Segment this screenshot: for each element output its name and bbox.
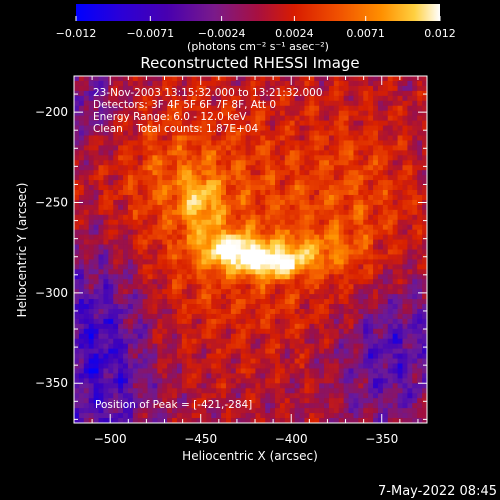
plot-frame (73, 75, 428, 424)
footer-date: 7-May-2022 08:45 (378, 484, 497, 499)
y-tick-label: −350 (35, 376, 68, 390)
heatmap-image (74, 76, 428, 424)
annotation-energy: Energy Range: 6.0 - 12.0 keV (93, 111, 247, 123)
colorbar-tick-label: −0.012 (56, 27, 97, 40)
colorbar (76, 4, 440, 21)
colorbar-tick-label: −0.0071 (126, 27, 174, 40)
colorbar-ticks: −0.012 −0.0071 −0.0024 0.0024 0.0071 0.012 (56, 16, 456, 40)
y-axis-label: Heliocentric Y (arcsec) (15, 183, 29, 318)
chart-title: Reconstructed RHESSI Image (140, 54, 359, 72)
x-tick-label: −400 (275, 432, 308, 446)
x-tick-label: −450 (184, 432, 217, 446)
colorbar-tick-label: 0.0071 (346, 27, 385, 40)
x-axis-label: Heliocentric X (arcsec) (182, 449, 318, 463)
colorbar-units: (photons cm⁻² s⁻¹ asec⁻²) (187, 40, 329, 53)
colorbar-tick-label: −0.0024 (198, 27, 246, 40)
annotation-time: 23-Nov-2003 13:15:32.000 to 13:21:32.000 (93, 87, 323, 99)
annotation-counts: Clean Total counts: 1.87E+04 (93, 123, 258, 135)
x-tick-label: −350 (365, 432, 398, 446)
y-tick-label: −200 (35, 105, 68, 119)
y-tick-label: −300 (35, 286, 68, 300)
y-tick-label: −250 (35, 196, 68, 210)
peak-position-label: Position of Peak = [-421,-284] (95, 399, 252, 411)
colorbar-tick-label: 0.012 (424, 27, 456, 40)
colorbar-tick-label: 0.0024 (275, 27, 314, 40)
axes-ticks: −500 −450 −400 −350 −200 −250 −300 −350 (35, 75, 427, 446)
annotation-detectors: Detectors: 3F 4F 5F 6F 7F 8F, Att 0 (93, 99, 276, 111)
x-tick-label: −500 (94, 432, 127, 446)
